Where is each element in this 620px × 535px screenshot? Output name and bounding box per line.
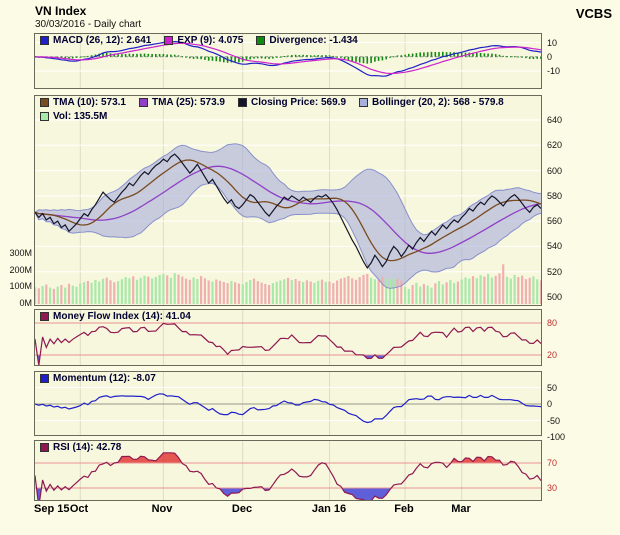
axis-tick: 0 bbox=[547, 399, 553, 409]
price-legend-row2: Vol: 135.5M bbox=[40, 111, 107, 122]
legend-label: Vol: 135.5M bbox=[53, 111, 108, 122]
legend-label: Divergence: -1.434 bbox=[269, 35, 358, 46]
legend-label: Closing Price: 569.9 bbox=[250, 97, 347, 108]
legend-swatch-icon bbox=[40, 443, 49, 452]
mfi-plot bbox=[35, 310, 541, 365]
x-axis-label: Feb bbox=[394, 503, 414, 515]
macd-legend: MACD (26, 12): 2.641 EXP (9): 4.075 Diverg… bbox=[40, 35, 358, 46]
axis-tick: 540 bbox=[547, 241, 563, 252]
price-plot bbox=[35, 96, 541, 305]
axis-tick: 30 bbox=[547, 483, 558, 493]
x-axis-label: Mar bbox=[451, 503, 471, 515]
mfi-legend: Money Flow Index (14): 41.04 bbox=[40, 311, 191, 322]
price-legend-row1: TMA (10): 573.1 TMA (25): 573.9 Closing Pr… bbox=[40, 97, 504, 108]
legend-swatch-icon bbox=[40, 98, 49, 107]
legend-swatch-icon bbox=[164, 36, 174, 45]
legend-label: RSI (14): 42.78 bbox=[53, 442, 122, 453]
legend-label: MACD (26, 12): 2.641 bbox=[53, 35, 152, 46]
momentum-panel: Momentum (12): -8.07 50 0 -50 -100 bbox=[34, 371, 565, 442]
rsi-legend: RSI (14): 42.78 bbox=[40, 442, 121, 453]
legend-label: Bollinger (20, 2): 568 - 579.8 bbox=[372, 97, 504, 108]
x-axis-label: Oct bbox=[69, 503, 89, 515]
legend-item: RSI (14): 42.78 bbox=[40, 442, 121, 453]
legend-swatch-icon bbox=[40, 312, 49, 321]
legend-item: Momentum (12): -8.07 bbox=[40, 373, 156, 384]
legend-label: TMA (10): 573.1 bbox=[53, 97, 126, 108]
rsi-plot bbox=[35, 441, 541, 500]
legend-item: Divergence: -1.434 bbox=[256, 35, 358, 46]
x-axis-label: Nov bbox=[151, 503, 173, 515]
axis-tick: -50 bbox=[547, 415, 561, 426]
axis-tick: -10 bbox=[547, 65, 561, 76]
axis-tick: 580 bbox=[547, 190, 563, 201]
axis-tick: 100M bbox=[9, 281, 32, 292]
momentum-legend: Momentum (12): -8.07 bbox=[40, 373, 156, 384]
axis-tick: 520 bbox=[547, 266, 563, 277]
legend-swatch-icon bbox=[138, 98, 148, 107]
x-axis-label: Jan 16 bbox=[311, 503, 347, 515]
legend-item: MACD (26, 12): 2.641 bbox=[40, 35, 151, 46]
axis-tick: 640 bbox=[547, 115, 563, 125]
legend-label: Momentum (12): -8.07 bbox=[53, 373, 156, 384]
chart-subtitle: 30/03/2016 - Daily chart bbox=[35, 19, 142, 30]
axis-tick: 300M bbox=[9, 247, 32, 258]
axis-tick: 620 bbox=[547, 140, 563, 151]
axis-tick: 20 bbox=[547, 349, 558, 360]
legend-item: TMA (10): 573.1 bbox=[40, 97, 126, 108]
x-axis-label: Sep 15 bbox=[34, 503, 70, 515]
legend-label: EXP (9): 4.075 bbox=[177, 35, 244, 46]
axis-tick: 70 bbox=[547, 458, 558, 468]
axis-tick: 560 bbox=[547, 216, 563, 227]
axis-tick: 200M bbox=[9, 264, 32, 275]
axis-tick: 0 bbox=[547, 51, 553, 62]
legend-item: Vol: 135.5M bbox=[40, 111, 107, 122]
axis-tick: 80 bbox=[547, 318, 558, 328]
legend-item: Money Flow Index (14): 41.04 bbox=[40, 311, 191, 322]
brand-logo: VCBS bbox=[575, 6, 612, 21]
legend-swatch-icon bbox=[237, 98, 247, 107]
rsi-panel: RSI (14): 42.78 70 30 bbox=[34, 440, 557, 501]
legend-item: Bollinger (20, 2): 568 - 579.8 bbox=[359, 97, 504, 108]
legend-item: Closing Price: 569.9 bbox=[237, 97, 347, 108]
legend-swatch-icon bbox=[256, 36, 266, 45]
axis-tick: 0M bbox=[19, 298, 32, 308]
legend-swatch-icon bbox=[359, 98, 369, 107]
x-axis-label: Dec bbox=[231, 503, 253, 515]
axis-tick: -100 bbox=[547, 432, 566, 442]
chart-title: VN Index bbox=[35, 4, 87, 18]
macd-panel: MACD (26, 12): 2.641 EXP (9): 4.075 Diverg… bbox=[34, 33, 560, 89]
price-panel: TMA (10): 573.1 TMA (25): 573.9 Closing Pr… bbox=[9, 95, 562, 308]
axis-tick: 500 bbox=[547, 292, 563, 302]
axis-tick: 10 bbox=[547, 37, 558, 48]
x-axis: Sep 15 Oct Nov Dec Jan 16 Feb Mar bbox=[34, 503, 542, 521]
axis-tick: 600 bbox=[547, 165, 563, 176]
legend-swatch-icon bbox=[40, 374, 49, 383]
legend-label: Money Flow Index (14): 41.04 bbox=[53, 311, 191, 322]
mfi-panel: Money Flow Index (14): 41.04 80 20 bbox=[34, 309, 557, 366]
legend-label: TMA (25): 573.9 bbox=[151, 97, 225, 108]
axis-tick: 50 bbox=[547, 382, 558, 393]
legend-item: EXP (9): 4.075 bbox=[164, 35, 243, 46]
legend-swatch-icon bbox=[40, 112, 49, 121]
macd-plot bbox=[35, 34, 541, 88]
momentum-plot bbox=[35, 372, 541, 435]
legend-swatch-icon bbox=[40, 36, 49, 45]
legend-item: TMA (25): 573.9 bbox=[138, 97, 225, 108]
